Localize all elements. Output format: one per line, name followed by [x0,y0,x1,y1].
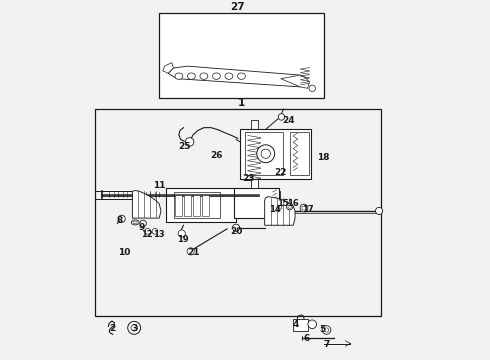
Circle shape [178,230,185,237]
Circle shape [257,145,275,163]
Circle shape [185,138,194,146]
Text: 6: 6 [303,334,310,343]
Text: 8: 8 [116,216,122,225]
Circle shape [300,204,308,212]
Polygon shape [251,120,258,188]
Text: 20: 20 [230,227,242,236]
Text: 10: 10 [119,248,131,257]
Ellipse shape [131,220,139,225]
Polygon shape [265,197,295,225]
Circle shape [152,229,158,234]
Circle shape [145,229,150,234]
Circle shape [278,206,282,209]
Polygon shape [281,75,309,88]
Circle shape [278,114,285,120]
Ellipse shape [188,73,196,80]
Polygon shape [245,132,283,175]
Text: 3: 3 [131,324,137,333]
Text: 1: 1 [238,98,245,108]
Ellipse shape [133,221,137,224]
Circle shape [309,85,316,91]
Text: 21: 21 [187,248,199,257]
Circle shape [375,207,383,215]
Polygon shape [168,66,304,87]
Circle shape [308,320,317,329]
Ellipse shape [200,73,208,80]
Circle shape [261,149,270,158]
Text: 7: 7 [323,340,329,349]
Text: 14: 14 [270,204,281,213]
Text: 5: 5 [319,325,325,334]
Polygon shape [175,195,182,216]
Text: 11: 11 [153,181,166,190]
Circle shape [140,220,147,227]
Ellipse shape [175,73,183,80]
Text: 22: 22 [274,168,287,177]
Circle shape [128,321,141,334]
Circle shape [288,205,292,208]
Circle shape [322,326,331,334]
Text: 23: 23 [243,174,255,183]
Polygon shape [240,129,311,179]
Circle shape [118,215,125,222]
Polygon shape [163,63,173,73]
Polygon shape [95,109,381,316]
Text: 17: 17 [302,205,314,214]
Text: 16: 16 [288,199,299,208]
Polygon shape [193,195,200,216]
Text: 13: 13 [153,230,164,239]
Text: 2: 2 [109,324,115,333]
Text: 9: 9 [138,223,145,232]
Polygon shape [166,188,236,222]
Circle shape [324,328,329,332]
Ellipse shape [213,73,220,80]
Polygon shape [202,195,209,216]
Text: 19: 19 [176,235,188,244]
Text: 12: 12 [141,230,152,239]
Text: 26: 26 [210,151,222,160]
Ellipse shape [225,73,233,80]
Ellipse shape [238,73,245,80]
Polygon shape [234,188,279,218]
Circle shape [187,248,194,255]
Polygon shape [290,132,309,175]
Text: 4: 4 [293,320,299,329]
Polygon shape [173,192,220,218]
Text: 27: 27 [230,2,245,12]
Circle shape [232,224,240,231]
Text: 15: 15 [277,199,289,208]
Text: 25: 25 [178,142,191,151]
Text: 18: 18 [318,153,330,162]
Text: 24: 24 [282,116,295,125]
Circle shape [287,203,293,210]
Polygon shape [159,13,324,98]
Polygon shape [132,190,161,218]
Circle shape [302,206,306,210]
Polygon shape [184,195,192,216]
Circle shape [131,325,137,331]
Polygon shape [293,319,308,331]
